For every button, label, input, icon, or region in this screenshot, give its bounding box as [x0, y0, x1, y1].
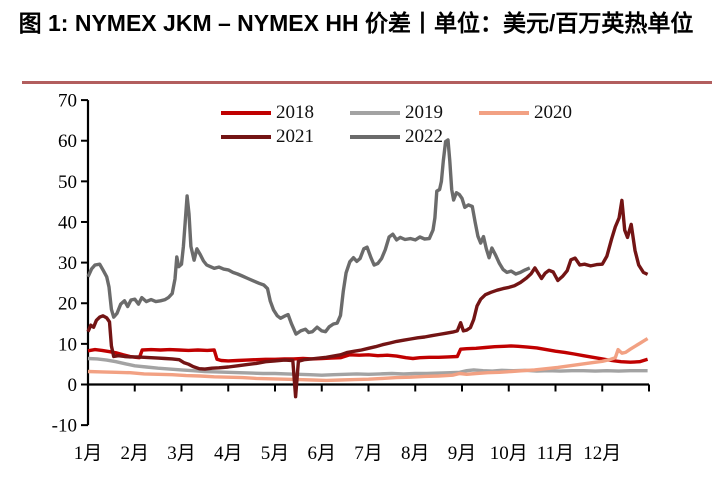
legend-item-2022: 2022: [350, 126, 479, 147]
legend-item-2019: 2019: [350, 102, 479, 123]
x-axis-month-label: 5月: [261, 443, 290, 464]
legend-swatch-2021: [221, 134, 271, 139]
y-axis-tick-label: 30: [58, 253, 77, 274]
series-line-2022: [86, 138, 531, 336]
x-axis-month-label: 9月: [448, 443, 477, 464]
series-line-2018: [87, 344, 649, 364]
y-axis-tick-label: 40: [58, 212, 77, 233]
x-axis-month-label: 10月: [490, 443, 528, 464]
legend-swatch-2018: [221, 110, 271, 115]
series-line-2021: [86, 198, 649, 399]
x-axis-month-label: 4月: [214, 443, 243, 464]
legend-swatch-2022: [350, 134, 400, 139]
legend-label-2021: 2021: [276, 125, 314, 147]
legend-item-2021: 2021: [221, 126, 350, 147]
y-axis-tick-label: 70: [58, 91, 77, 112]
legend-swatch-2019: [350, 110, 400, 115]
legend-label-2020: 2020: [534, 101, 572, 123]
chart-legend: 2018 2019 2020 2021 2022: [221, 102, 608, 147]
figure-title: 图 1: NYMEX JKM – NYMEX HH 价差丨单位：美元/百万英热单…: [18, 10, 694, 36]
x-axis-month-label: 12月: [583, 443, 621, 464]
x-axis-month-label: 1月: [74, 443, 103, 464]
series-line-2019: [87, 356, 648, 377]
x-axis-month-label: 7月: [354, 443, 383, 464]
y-axis-tick-label: 0: [68, 375, 78, 396]
series-line-2020: [87, 337, 649, 383]
x-axis-month-label: 3月: [167, 443, 196, 464]
legend-item-2018: 2018: [221, 102, 350, 123]
y-axis-tick-label: 20: [58, 294, 77, 315]
x-axis-month-label: 2月: [120, 443, 149, 464]
y-axis-tick-label: 10: [58, 334, 77, 355]
legend-swatch-2020: [479, 110, 529, 115]
y-axis-tick-label: 50: [58, 172, 77, 193]
legend-label-2018: 2018: [276, 101, 314, 123]
title-divider: [22, 81, 712, 84]
legend-label-2022: 2022: [405, 125, 443, 147]
x-axis-month-label: 6月: [307, 443, 336, 464]
x-axis-month-label: 11月: [537, 443, 574, 464]
legend-item-2020: 2020: [479, 102, 608, 123]
legend-label-2019: 2019: [405, 101, 443, 123]
x-axis-month-label: 8月: [401, 443, 430, 464]
y-axis-tick-label: 60: [58, 131, 77, 152]
y-axis-tick-label: -10: [52, 416, 77, 437]
